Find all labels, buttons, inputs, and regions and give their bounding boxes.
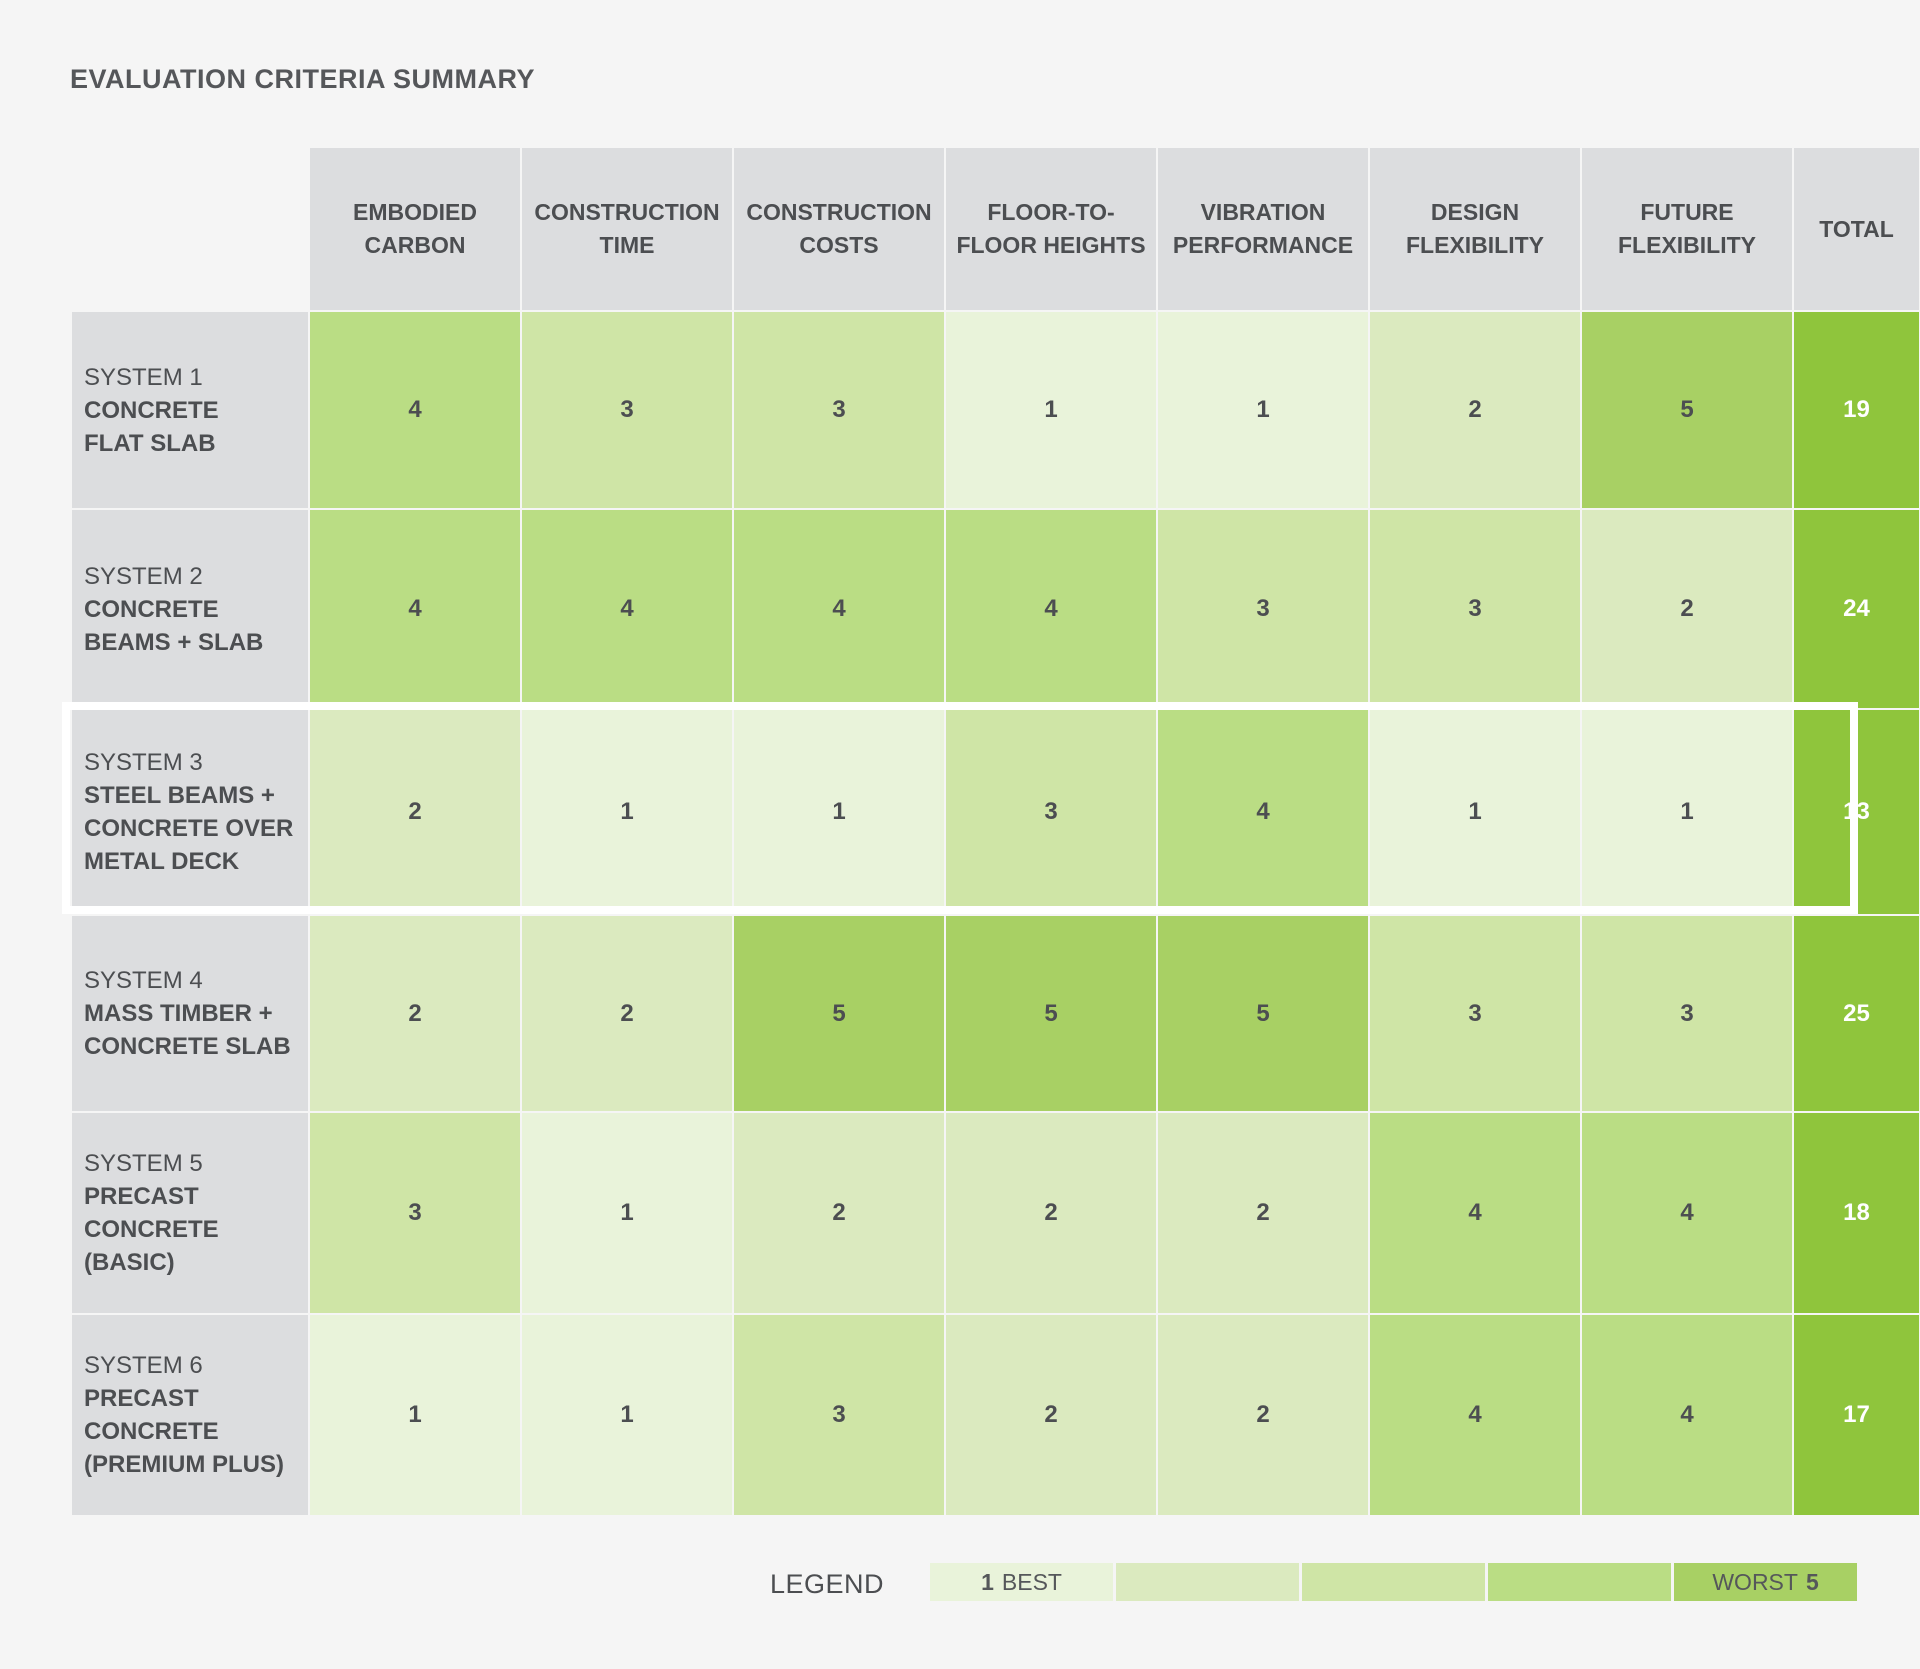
- score-cell: 4: [1156, 708, 1370, 916]
- column-header: EMBODIED CARBON: [308, 146, 522, 312]
- system-name: PRECAST CONCRETE (BASIC): [84, 1183, 219, 1276]
- column-header-total: TOTAL: [1792, 146, 1920, 312]
- score-cell: 2: [944, 1313, 1158, 1517]
- row-header: SYSTEM 4 MASS TIMBER + CONCRETE SLAB: [70, 914, 310, 1113]
- total-cell: 19: [1792, 310, 1920, 510]
- score-cell: 1: [520, 1313, 734, 1517]
- legend-best-label: BEST: [1001, 1568, 1062, 1595]
- score-cell: 4: [1580, 1111, 1794, 1315]
- page-title: EVALUATION CRITERIA SUMMARY: [70, 64, 535, 94]
- legend-swatch-2: [1116, 1563, 1300, 1601]
- legend-worst-number: 5: [1805, 1568, 1819, 1595]
- score-cell: 2: [520, 914, 734, 1113]
- score-cell: 4: [308, 508, 522, 710]
- score-cell: 5: [732, 914, 946, 1113]
- column-header: DESIGN FLEXIBILITY: [1368, 146, 1582, 312]
- score-cell: 3: [1156, 508, 1370, 710]
- total-cell: 25: [1792, 914, 1920, 1113]
- score-cell: 3: [732, 1313, 946, 1517]
- score-cell: 3: [1368, 508, 1582, 710]
- system-name: CONCRETE BEAMS + SLAB: [84, 595, 264, 656]
- system-name: STEEL BEAMS + CONCRETE OVER METAL DECK: [84, 782, 294, 875]
- legend-worst-label: WORST: [1712, 1568, 1798, 1595]
- header-row: EMBODIED CARBON CONSTRUCTION TIME CONSTRUC…: [70, 146, 1920, 312]
- score-cell: 1: [944, 310, 1158, 510]
- score-cell: 2: [944, 1111, 1158, 1315]
- score-cell: 2: [1580, 508, 1794, 710]
- score-cell: 1: [520, 1111, 734, 1315]
- score-cell: 3: [520, 310, 734, 510]
- table-row: SYSTEM 5 PRECAST CONCRETE (BASIC) 3 1 2 2 2 4 4 1…: [70, 1111, 1920, 1315]
- score-cell: 2: [1368, 310, 1582, 510]
- column-header: VIBRATION PERFORMANCE: [1156, 146, 1370, 312]
- score-cell: 5: [944, 914, 1158, 1113]
- score-cell: 2: [1156, 1111, 1370, 1315]
- score-cell: 3: [732, 310, 946, 510]
- score-cell: 3: [1580, 914, 1794, 1113]
- row-header: SYSTEM 5 PRECAST CONCRETE (BASIC): [70, 1111, 310, 1315]
- score-cell: 2: [308, 914, 522, 1113]
- score-cell: 2: [1156, 1313, 1370, 1517]
- system-name: MASS TIMBER + CONCRETE SLAB: [84, 1000, 291, 1060]
- table-row: SYSTEM 1 CONCRETE FLAT SLAB 4 3 3 1 1 2 5 19: [70, 310, 1920, 510]
- score-cell: 4: [944, 508, 1158, 710]
- table-row: SYSTEM 2 CONCRETE BEAMS + SLAB 4 4 4 4 3 3 2 24: [70, 508, 1920, 710]
- score-cell: 1: [1368, 708, 1582, 916]
- table-row: SYSTEM 4 MASS TIMBER + CONCRETE SLAB 2 2 5 5 5…: [70, 914, 1920, 1113]
- score-cell: 1: [1580, 708, 1794, 916]
- row-header: SYSTEM 1 CONCRETE FLAT SLAB: [70, 310, 310, 510]
- score-cell: 3: [1368, 914, 1582, 1113]
- legend-swatch-1: 1 BEST: [930, 1563, 1114, 1601]
- score-cell: 4: [1580, 1313, 1794, 1517]
- column-header: CONSTRUCTION TIME: [520, 146, 734, 312]
- total-cell: 17: [1792, 1313, 1920, 1517]
- column-header: FLOOR-TO- FLOOR HEIGHTS: [944, 146, 1158, 312]
- score-cell: 1: [520, 708, 734, 916]
- system-label: SYSTEM 3: [84, 749, 203, 776]
- score-cell: 5: [1156, 914, 1370, 1113]
- legend-swatch-5: WORST 5: [1674, 1563, 1858, 1601]
- score-cell: 2: [308, 708, 522, 916]
- system-label: SYSTEM 4: [84, 967, 203, 994]
- score-cell: 3: [308, 1111, 522, 1315]
- system-label: SYSTEM 2: [84, 562, 203, 590]
- table-row: SYSTEM 3 STEEL BEAMS + CONCRETE OVER META…: [70, 708, 1920, 916]
- system-label: SYSTEM 5: [84, 1150, 203, 1177]
- column-header: FUTURE FLEXIBILITY: [1580, 146, 1794, 312]
- score-cell: 1: [732, 708, 946, 916]
- row-header: SYSTEM 2 CONCRETE BEAMS + SLAB: [70, 508, 310, 710]
- legend-swatch-3: [1302, 1563, 1486, 1601]
- score-cell: 4: [1368, 1313, 1582, 1517]
- total-cell: 24: [1792, 508, 1920, 710]
- legend-title: LEGEND: [770, 1568, 885, 1599]
- score-cell: 5: [1580, 310, 1794, 510]
- legend-best-number: 1: [981, 1568, 994, 1595]
- system-name: PRECAST CONCRETE (PREMIUM PLUS): [84, 1385, 284, 1478]
- row-header: SYSTEM 6 PRECAST CONCRETE (PREMIUM PLUS): [70, 1313, 310, 1517]
- column-header: CONSTRUCTION COSTS: [732, 146, 946, 312]
- system-label: SYSTEM 6: [84, 1352, 203, 1379]
- system-label: SYSTEM 1: [84, 363, 203, 391]
- table-row: SYSTEM 6 PRECAST CONCRETE (PREMIUM PLUS) 1…: [70, 1313, 1920, 1517]
- legend-scale: 1 BEST WORST 5: [930, 1563, 1858, 1601]
- score-cell: 2: [732, 1111, 946, 1315]
- evaluation-table: EMBODIED CARBON CONSTRUCTION TIME CONSTRUC…: [70, 146, 1920, 1517]
- total-cell: 13: [1792, 708, 1920, 916]
- score-cell: 4: [308, 310, 522, 510]
- table-corner: [70, 146, 310, 312]
- total-cell: 18: [1792, 1111, 1920, 1315]
- system-name: CONCRETE FLAT SLAB: [84, 396, 219, 457]
- legend-swatch-4: [1488, 1563, 1672, 1601]
- score-cell: 3: [944, 708, 1158, 916]
- score-cell: 4: [1368, 1111, 1582, 1315]
- score-cell: 1: [1156, 310, 1370, 510]
- row-header: SYSTEM 3 STEEL BEAMS + CONCRETE OVER META…: [70, 708, 310, 916]
- score-cell: 4: [732, 508, 946, 710]
- score-cell: 1: [308, 1313, 522, 1517]
- legend: LEGEND 1 BEST WORST 5: [770, 1562, 1858, 1602]
- score-cell: 4: [520, 508, 734, 710]
